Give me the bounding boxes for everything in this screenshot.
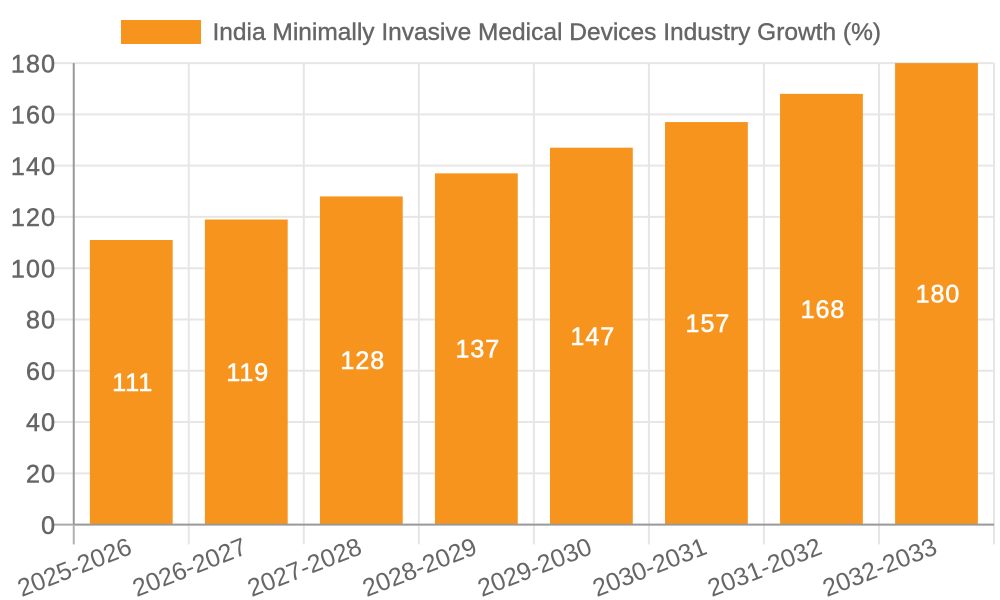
svg-text:180: 180	[916, 281, 961, 309]
svg-text:40: 40	[26, 409, 56, 437]
svg-text:157: 157	[686, 310, 731, 338]
svg-text:160: 160	[11, 102, 56, 130]
svg-text:180: 180	[11, 50, 56, 78]
svg-text:147: 147	[571, 323, 616, 351]
svg-text:140: 140	[11, 153, 56, 181]
svg-text:80: 80	[26, 307, 56, 335]
svg-text:119: 119	[226, 359, 269, 387]
svg-text:120: 120	[11, 204, 56, 232]
svg-text:137: 137	[456, 336, 501, 364]
svg-text:100: 100	[11, 255, 56, 283]
svg-text:168: 168	[801, 296, 846, 324]
svg-text:60: 60	[26, 358, 56, 386]
svg-text:111: 111	[112, 369, 153, 397]
svg-text:20: 20	[26, 461, 56, 489]
svg-text:India Minimally Invasive Medic: India Minimally Invasive Medical Devices…	[213, 19, 882, 46]
svg-text:0: 0	[41, 512, 56, 540]
svg-text:128: 128	[340, 347, 385, 375]
